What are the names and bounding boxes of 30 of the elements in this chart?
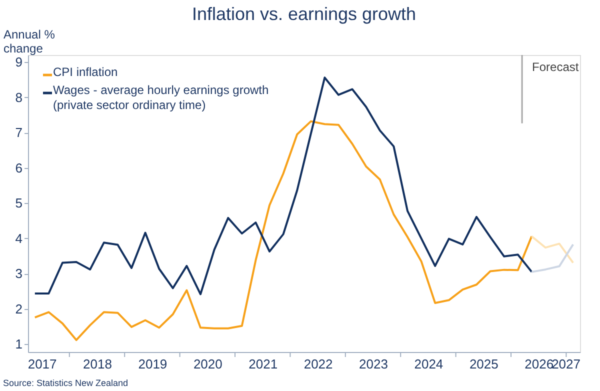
y-tick-label: 2 <box>15 301 22 316</box>
x-tick-label: 2022 <box>304 356 333 372</box>
chart-title: Inflation vs. earnings growth <box>192 4 416 24</box>
x-tick-label: 2027 <box>552 356 580 372</box>
x-tick-label: 2020 <box>193 356 222 372</box>
line-series <box>34 120 533 342</box>
x-tick-label: 2023 <box>359 356 388 372</box>
y-tick-label: 4 <box>15 230 22 246</box>
x-tick-label: 2019 <box>138 356 168 372</box>
legend-label: CPI inflation <box>53 65 118 79</box>
legend-label: Wages - average hourly earnings growth (private sector ordinary time) <box>53 83 269 112</box>
x-tick-label: 2021 <box>248 356 278 372</box>
source-note: Source: Statistics New Zealand <box>3 378 128 388</box>
ref-line-label: Forecast <box>532 60 580 74</box>
line-series <box>34 76 533 296</box>
x-tick-label: 2024 <box>414 356 444 372</box>
y-tick-label: 1 <box>15 336 22 352</box>
x-tick-label: 2026 <box>524 356 554 372</box>
x-tick-label: 2017 <box>28 356 57 372</box>
x-tick-label: 2025 <box>469 356 498 372</box>
y-tick-label: 6 <box>15 160 22 176</box>
y-axis-title: Annual % change <box>4 28 56 56</box>
y-tick-label: 7 <box>15 125 22 140</box>
y-tick-label: 3 <box>15 266 22 282</box>
x-tick-label: 2018 <box>83 356 112 372</box>
y-tick-label: 5 <box>15 196 22 211</box>
y-tick-label: 8 <box>15 90 22 105</box>
y-tick-label: 9 <box>15 54 22 70</box>
line-series <box>530 235 574 264</box>
line-series <box>530 243 574 273</box>
